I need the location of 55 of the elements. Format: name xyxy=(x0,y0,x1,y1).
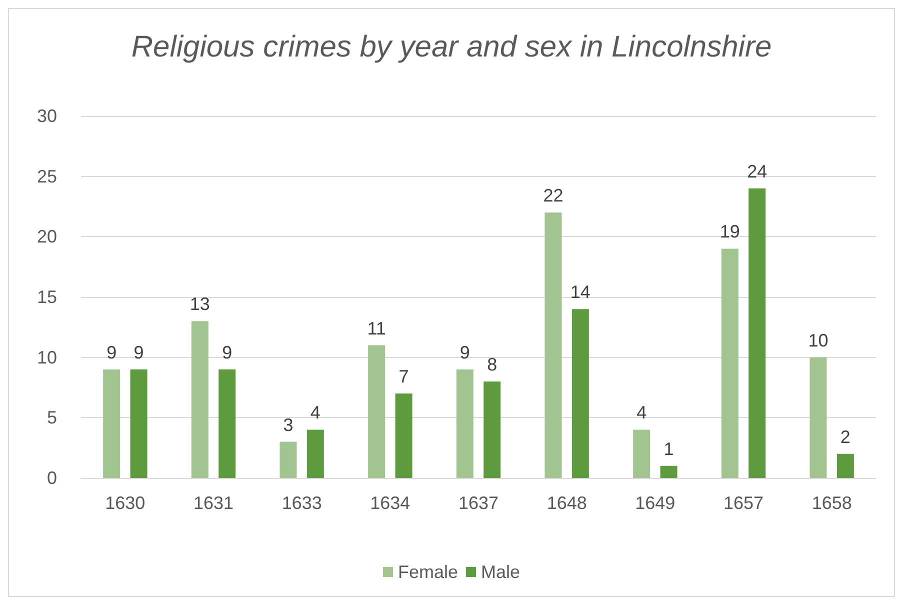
bar xyxy=(191,321,208,478)
chart-title: Religious crimes by year and sex in Lincolnshire xyxy=(131,30,772,64)
y-tick-label: 10 xyxy=(36,347,57,368)
bar xyxy=(484,381,501,478)
bar xyxy=(660,466,678,478)
bar xyxy=(280,442,297,478)
x-tick-label: 1657 xyxy=(723,493,764,513)
bar xyxy=(633,430,650,478)
data-label: 10 xyxy=(808,330,828,350)
x-tick-label: 1648 xyxy=(546,493,587,513)
data-label: 9 xyxy=(134,342,144,362)
data-label: 19 xyxy=(720,222,740,242)
bar xyxy=(103,369,120,478)
x-tick-label: 1637 xyxy=(458,493,499,513)
x-tick-label: 1649 xyxy=(635,493,676,513)
x-tick-label: 1631 xyxy=(193,493,234,513)
y-tick-label: 20 xyxy=(36,226,57,247)
data-label: 2 xyxy=(840,426,850,447)
data-label: 3 xyxy=(283,414,294,435)
bar xyxy=(218,369,236,478)
legend-label: Male xyxy=(481,562,520,582)
data-label: 24 xyxy=(747,161,768,182)
bar xyxy=(456,369,474,478)
y-tick-label: 5 xyxy=(46,408,57,428)
bar xyxy=(748,188,766,478)
x-tick-label: 1633 xyxy=(282,493,322,513)
data-label: 11 xyxy=(367,318,386,338)
bar xyxy=(544,212,562,478)
y-tick-label: 25 xyxy=(36,166,57,186)
x-tick-label: 1634 xyxy=(370,493,410,513)
y-tick-label: 15 xyxy=(36,287,57,307)
x-tick-label: 1630 xyxy=(105,493,146,513)
y-tick-label: 30 xyxy=(36,106,57,126)
bar xyxy=(130,369,148,478)
bar xyxy=(836,454,854,478)
data-label: 14 xyxy=(570,282,590,302)
bar xyxy=(572,309,589,478)
data-label: 9 xyxy=(106,342,117,362)
bar xyxy=(395,394,412,478)
data-label: 22 xyxy=(543,186,564,206)
bar xyxy=(368,345,386,478)
data-label: 9 xyxy=(222,342,232,362)
bar xyxy=(810,357,827,478)
bar xyxy=(306,430,324,478)
data-label: 4 xyxy=(636,402,647,423)
x-tick-label: 1658 xyxy=(812,493,852,513)
data-label: 4 xyxy=(310,402,320,423)
y-tick-label: 0 xyxy=(46,468,57,488)
bar xyxy=(721,248,738,478)
data-label: 1 xyxy=(664,438,674,459)
legend-label: Female xyxy=(398,562,458,582)
data-label: 13 xyxy=(190,294,210,314)
data-label: 8 xyxy=(487,354,498,374)
data-label: 7 xyxy=(398,366,409,387)
data-label: 9 xyxy=(460,342,470,362)
